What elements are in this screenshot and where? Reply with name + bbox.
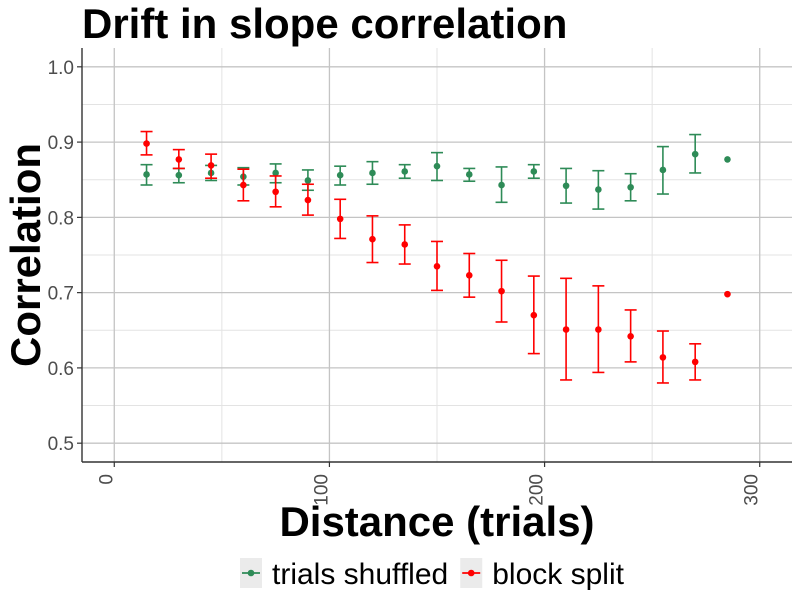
legend-item: trials shuffled	[240, 558, 448, 591]
grid	[82, 48, 792, 462]
chart-title: Drift in slope correlation	[82, 0, 567, 47]
data-point	[143, 171, 150, 178]
data-point	[272, 188, 279, 196]
data-point	[304, 196, 312, 204]
data-point	[240, 181, 247, 189]
axes	[77, 48, 792, 467]
data-point	[465, 171, 473, 178]
y-axis-title: Correlation	[2, 143, 49, 367]
data-point	[369, 169, 376, 177]
x-tick-label: 200	[527, 474, 548, 506]
data-point	[498, 287, 505, 295]
data-point	[627, 332, 634, 340]
data-point	[595, 186, 602, 193]
legend-key-point	[467, 569, 475, 577]
data-point	[175, 171, 183, 179]
y-tick-label: 0.5	[48, 434, 74, 455]
data-point	[401, 168, 409, 175]
y-tick-label: 0.8	[48, 208, 74, 229]
data-point	[724, 156, 731, 163]
data-point	[336, 171, 344, 179]
data-point	[595, 326, 602, 333]
series-layer	[140, 130, 731, 384]
x-tick-label: 0	[96, 474, 117, 485]
legend-label: block split	[492, 558, 624, 591]
y-tick-label: 0.6	[48, 359, 74, 380]
y-tick-label: 0.7	[48, 284, 74, 305]
tick-labels: 0.5 0.6 0.7 0.8 0.9 1.0 0 100 200 300	[48, 58, 763, 506]
data-point	[433, 162, 441, 170]
series-block-split	[140, 130, 731, 384]
x-tick-label: 100	[311, 474, 332, 506]
data-point	[562, 326, 570, 333]
data-point	[401, 241, 409, 248]
legend-label: trials shuffled	[272, 558, 448, 591]
data-point	[207, 162, 215, 169]
data-point	[724, 290, 731, 298]
data-point	[143, 140, 150, 147]
data-point	[530, 168, 538, 175]
series-trials-shuffled	[140, 133, 731, 210]
x-tick-label: 300	[742, 474, 763, 506]
y-tick-label: 1.0	[48, 58, 74, 79]
data-point	[433, 262, 441, 270]
legend: trials shuffled block split	[240, 558, 625, 591]
data-point	[562, 182, 570, 190]
data-point	[304, 177, 312, 184]
data-point	[498, 181, 505, 189]
legend-key-point	[247, 569, 255, 577]
legend-item: block split	[460, 558, 625, 591]
data-point	[691, 150, 699, 158]
data-point	[530, 311, 538, 319]
data-point	[465, 272, 473, 279]
data-point	[336, 215, 344, 223]
data-point	[659, 354, 667, 361]
x-axis-title: Distance (trials)	[279, 498, 594, 545]
data-point	[691, 358, 699, 366]
data-point	[272, 169, 279, 177]
data-point	[659, 166, 667, 174]
data-point	[369, 235, 376, 243]
data-point	[627, 183, 634, 191]
y-tick-label: 0.9	[48, 133, 74, 154]
data-point	[175, 156, 183, 163]
